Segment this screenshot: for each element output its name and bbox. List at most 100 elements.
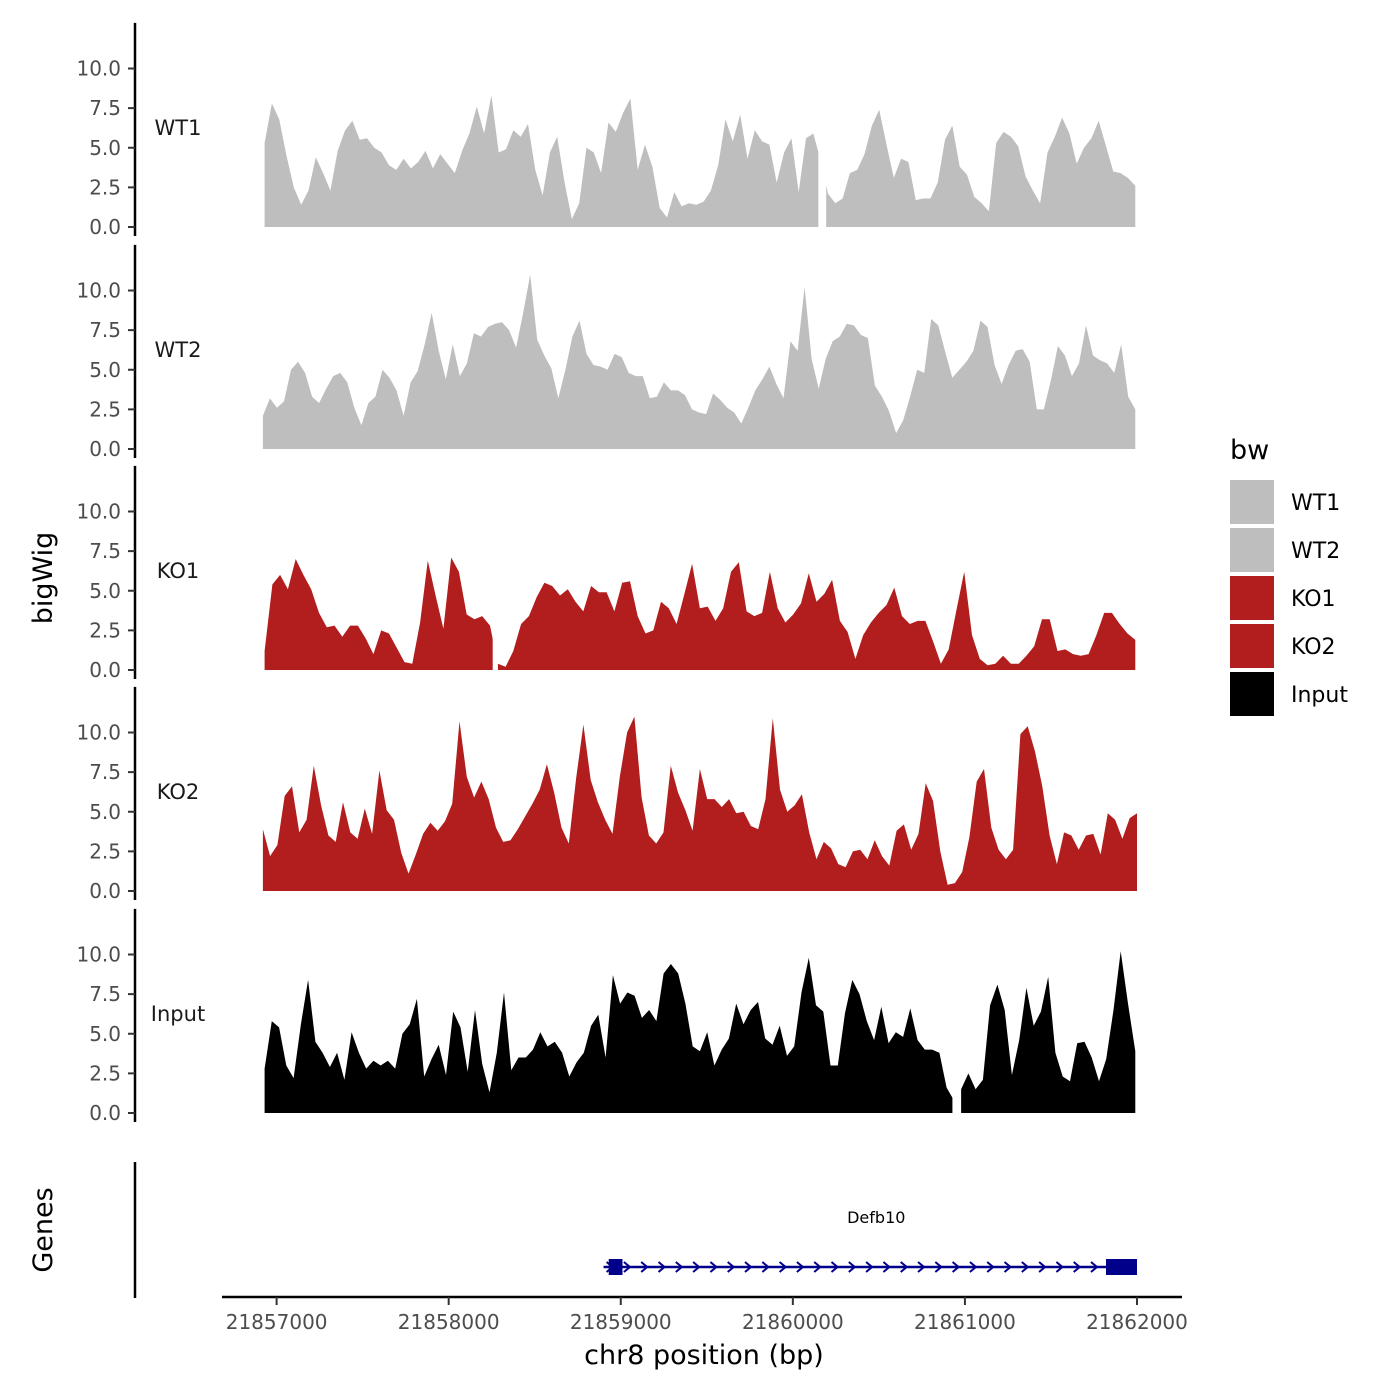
track-wt2-y-tick-label: 0.0 [89, 437, 121, 461]
strand-chevron [865, 1261, 874, 1273]
strand-chevron [640, 1261, 649, 1273]
strand-chevron [761, 1261, 770, 1273]
track-ko2-y-tick-label: 2.5 [89, 839, 121, 863]
x-axis-title: chr8 position (bp) [584, 1340, 824, 1371]
gene-exon [1106, 1259, 1137, 1275]
gene-exon [608, 1259, 623, 1275]
legend-label: WT1 [1291, 491, 1340, 516]
strand-chevron [813, 1261, 822, 1273]
y-axis-title: bigWig [28, 532, 59, 625]
strand-chevron [727, 1261, 736, 1273]
strand-chevron [882, 1261, 891, 1273]
track-ko1-y-tick-label: 5.0 [89, 579, 121, 603]
track-ko1-gap [492, 469, 498, 670]
legend-label: KO2 [1291, 635, 1336, 660]
track-wt2-area [262, 274, 1136, 449]
legend-label: KO1 [1291, 587, 1336, 612]
x-axis: 21857000 21858000 21859000 21860000 21861000… [222, 1295, 1188, 1334]
track-ko2-label: KO2 [157, 780, 200, 804]
track-wt1-area [264, 95, 1136, 228]
track-wt2-label: WT2 [155, 338, 202, 362]
track-ko2: 0.0 2.5 5.0 7.5 10.0 KO2 [76, 686, 1137, 903]
gene-track: Defb10 [133, 1162, 1137, 1298]
track-wt1-y-tick-label: 10.0 [76, 57, 121, 81]
strand-chevron [986, 1261, 995, 1273]
strand-chevron [1021, 1261, 1030, 1273]
track-wt2-y-tick-label: 10.0 [76, 279, 121, 303]
legend-label: Input [1291, 683, 1348, 708]
track-input-y-tick-label: 0.0 [89, 1101, 121, 1125]
track-input-area [264, 951, 1136, 1113]
strand-chevron [830, 1261, 840, 1273]
x-tick-label: 21858000 [398, 1310, 500, 1334]
track-wt2-y-tick-label: 2.5 [89, 397, 121, 421]
strand-chevron [709, 1261, 718, 1273]
legend-item-wt2: WT2 [1230, 528, 1340, 572]
track-wt1-y-tick-label: 2.5 [89, 175, 121, 199]
legend-item-wt1: WT1 [1230, 480, 1340, 524]
track-wt1-label: WT1 [155, 116, 202, 140]
legend-item-ko2: KO2 [1230, 624, 1336, 668]
strand-chevron [1055, 1261, 1064, 1273]
legend-label: WT2 [1291, 539, 1340, 564]
genes-axis-title: Genes [28, 1187, 59, 1272]
legend-swatch [1230, 672, 1274, 716]
track-input-gap [952, 912, 962, 1113]
legend-swatch [1230, 576, 1274, 620]
track-wt1: 0.0 2.5 5.0 7.5 10.0 WT1 [76, 22, 1136, 239]
track-ko2-area [262, 716, 1137, 891]
strand-chevron [934, 1261, 943, 1273]
legend: bw WT1 WT2 KO1 KO2 Input [1230, 435, 1348, 716]
strand-chevron [692, 1261, 701, 1273]
track-input-y-tick-label: 5.0 [89, 1022, 121, 1046]
strand-chevron [848, 1261, 857, 1273]
strand-chevron [778, 1261, 788, 1273]
gene-label: Defb10 [847, 1208, 905, 1227]
track-wt2-y-tick-label: 7.5 [89, 318, 121, 342]
strand-chevron [675, 1261, 684, 1273]
track-ko1-area [264, 557, 1136, 670]
legend-item-input: Input [1230, 672, 1348, 716]
track-input-y-tick-label: 10.0 [76, 943, 121, 967]
track-wt1-gap [818, 26, 827, 227]
legend-item-ko1: KO1 [1230, 576, 1336, 620]
strand-chevron [744, 1261, 753, 1273]
strand-chevron [951, 1261, 961, 1273]
legend-swatch [1230, 528, 1274, 572]
track-wt1-y-tick-label: 0.0 [89, 215, 121, 239]
track-ko1: 0.0 2.5 5.0 7.5 10.0 KO1 [76, 465, 1136, 682]
x-tick-label: 21862000 [1086, 1310, 1188, 1334]
x-tick-label: 21859000 [570, 1310, 672, 1334]
strand-chevron [1003, 1261, 1013, 1273]
track-ko2-y-tick-label: 10.0 [76, 721, 121, 745]
track-wt1-y-tick-label: 7.5 [89, 96, 121, 120]
strand-chevron [917, 1261, 926, 1273]
strand-chevron [796, 1261, 805, 1273]
x-tick-label: 21857000 [226, 1310, 328, 1334]
track-ko2-y-tick-label: 7.5 [89, 760, 121, 784]
track-ko1-y-tick-label: 2.5 [89, 618, 121, 642]
x-tick-label: 21860000 [742, 1310, 844, 1334]
track-ko2-y-tick-label: 0.0 [89, 879, 121, 903]
track-ko2-y-tick-label: 5.0 [89, 800, 121, 824]
track-input-y-tick-label: 2.5 [89, 1061, 121, 1085]
x-tick-label: 21861000 [914, 1310, 1016, 1334]
legend-title: bw [1230, 435, 1269, 466]
track-ko1-label: KO1 [157, 559, 200, 583]
strand-chevron [1090, 1261, 1099, 1273]
track-input-label: Input [151, 1002, 205, 1026]
legend-swatch [1230, 480, 1274, 524]
track-ko1-y-tick-label: 10.0 [76, 500, 121, 524]
tracks-layer: 0.02.55.07.510.0WT10.02.55.07.510.0WT20.… [76, 22, 1137, 1125]
track-ko1-y-tick-label: 0.0 [89, 658, 121, 682]
strand-chevron [657, 1261, 667, 1273]
track-input: 0.0 2.5 5.0 7.5 10.0 Input [76, 908, 1136, 1125]
track-ko1-y-tick-label: 7.5 [89, 539, 121, 563]
track-wt2-y-tick-label: 5.0 [89, 358, 121, 382]
track-wt2: 0.0 2.5 5.0 7.5 10.0 WT2 [76, 244, 1136, 461]
strand-chevron [1038, 1261, 1047, 1273]
strand-chevron [900, 1261, 909, 1273]
gene-defb10: Defb10 [603, 1208, 1137, 1275]
track-input-y-tick-label: 7.5 [89, 982, 121, 1006]
